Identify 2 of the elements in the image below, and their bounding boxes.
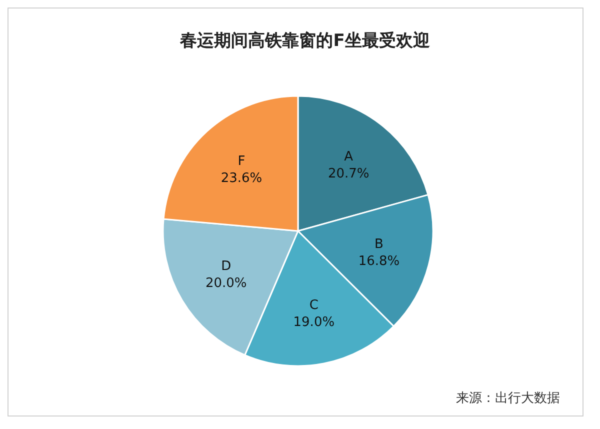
source-note: 来源：出行大数据 xyxy=(456,391,560,406)
chart-title: 春运期间高铁靠窗的F坐最受欢迎 xyxy=(179,31,430,51)
